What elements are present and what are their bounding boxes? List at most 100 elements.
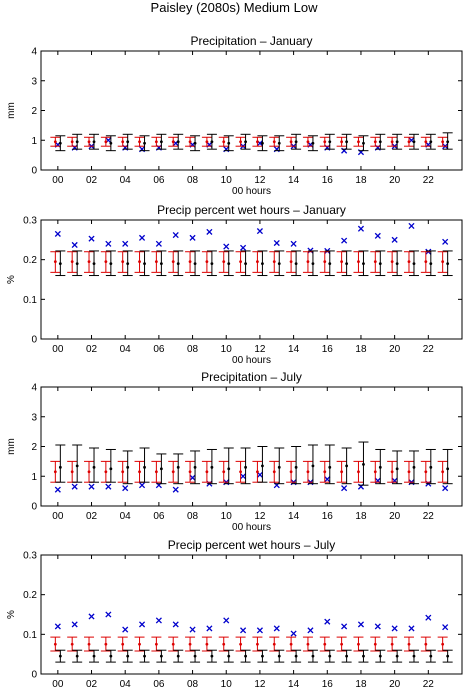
data-point xyxy=(92,140,96,144)
data-point xyxy=(54,623,61,630)
data-point xyxy=(442,485,449,492)
data-point xyxy=(341,485,348,492)
data-point xyxy=(92,654,96,658)
data-point xyxy=(210,262,214,266)
data-point xyxy=(88,483,95,490)
data-point xyxy=(446,654,450,658)
data-point xyxy=(104,470,108,474)
series-model-a-marker xyxy=(50,636,448,652)
data-point xyxy=(122,626,129,633)
data-point xyxy=(272,470,276,474)
x-tick-label: 16 xyxy=(322,175,334,186)
data-point xyxy=(261,141,264,145)
x-tick-label: 02 xyxy=(86,511,98,522)
data-point xyxy=(189,234,196,241)
series-model-a-marker xyxy=(50,460,448,483)
x-tick-label: 18 xyxy=(355,511,367,522)
x-tick-label: 02 xyxy=(86,344,98,355)
data-point xyxy=(407,140,411,144)
x-tick-label: 00 xyxy=(52,175,64,186)
data-point xyxy=(54,486,61,493)
x-tick-label: 08 xyxy=(187,175,199,186)
data-point xyxy=(222,642,226,646)
chart-title: Precip percent wet hours – January xyxy=(157,203,346,217)
x-tick-label: 10 xyxy=(221,175,233,186)
x-axis-label: 00 hours xyxy=(232,522,271,533)
data-point xyxy=(357,260,360,264)
data-point xyxy=(240,627,247,634)
x-tick-label: 12 xyxy=(254,679,266,690)
plot-area xyxy=(40,386,463,507)
y-tick-label: 4 xyxy=(31,383,37,394)
data-point xyxy=(58,654,62,658)
data-point xyxy=(188,642,192,646)
data-point xyxy=(223,243,230,250)
data-point xyxy=(277,141,281,145)
data-point xyxy=(126,465,130,469)
data-point xyxy=(155,240,162,247)
data-point xyxy=(227,467,231,471)
data-point xyxy=(121,140,125,144)
data-point xyxy=(171,260,175,264)
data-point xyxy=(239,642,242,646)
data-point xyxy=(171,470,175,474)
series-model-a-marker xyxy=(50,136,448,147)
data-point xyxy=(87,470,91,474)
data-point xyxy=(188,140,192,144)
data-point xyxy=(205,260,209,264)
data-point xyxy=(159,467,163,471)
data-point xyxy=(210,465,214,469)
data-point xyxy=(105,611,112,618)
x-tick-label: 04 xyxy=(120,344,132,355)
data-point xyxy=(374,232,381,239)
data-point xyxy=(239,140,242,144)
x-tick-label: 02 xyxy=(86,175,98,186)
data-point xyxy=(362,462,365,466)
x-tick-label: 04 xyxy=(120,679,132,690)
data-point xyxy=(121,642,125,646)
x-tick-label: 12 xyxy=(254,175,266,186)
data-point xyxy=(395,140,399,144)
data-point xyxy=(324,476,331,483)
data-point xyxy=(138,482,146,489)
series-model-a-marker xyxy=(50,251,448,273)
data-point xyxy=(306,642,310,646)
data-point xyxy=(446,140,450,144)
y-tick-label: 1 xyxy=(31,472,37,483)
x-tick-label: 16 xyxy=(322,511,334,522)
data-point xyxy=(294,654,298,658)
data-point xyxy=(441,260,445,264)
x-tick-label: 04 xyxy=(120,511,132,522)
data-point xyxy=(227,141,231,145)
data-point xyxy=(328,140,332,144)
data-point xyxy=(256,627,263,634)
data-point xyxy=(373,260,377,264)
data-point xyxy=(357,470,360,474)
x-tick-label: 20 xyxy=(389,175,401,186)
data-point xyxy=(340,140,344,144)
data-point xyxy=(206,625,213,632)
data-point xyxy=(373,140,377,144)
data-point xyxy=(277,262,281,266)
x-tick-label: 14 xyxy=(288,175,300,186)
data-point xyxy=(277,654,281,658)
data-point xyxy=(87,642,91,646)
data-point xyxy=(441,470,445,474)
x-axis-label: 00 hours xyxy=(232,355,271,366)
data-point xyxy=(412,140,416,144)
data-point xyxy=(176,262,180,266)
data-point xyxy=(340,642,344,646)
data-point xyxy=(126,262,130,266)
data-point xyxy=(328,654,332,658)
data-point xyxy=(256,228,263,235)
figure-title: Paisley (2080s) Medium Low xyxy=(151,0,319,15)
data-point xyxy=(273,625,280,632)
data-point xyxy=(222,140,226,144)
x-tick-label: 10 xyxy=(221,679,233,690)
data-point xyxy=(357,621,365,628)
x-tick-label: 00 xyxy=(52,344,64,355)
data-point xyxy=(362,141,365,145)
data-point xyxy=(378,654,382,658)
data-point xyxy=(154,140,158,144)
